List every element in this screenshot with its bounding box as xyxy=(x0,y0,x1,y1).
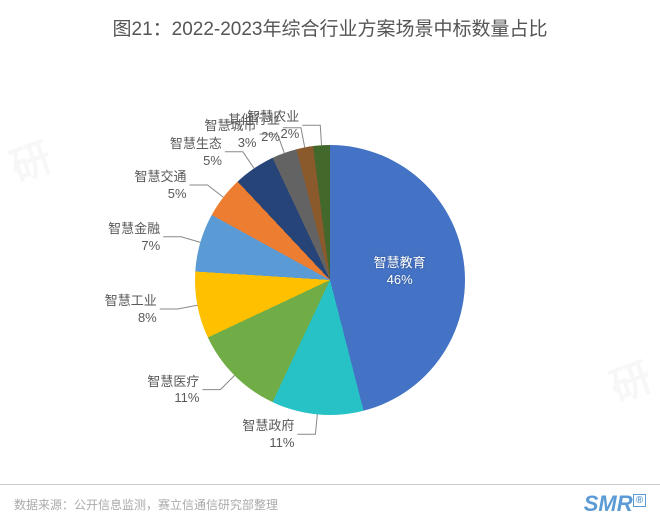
slice-label: 智慧农业2% xyxy=(247,109,299,143)
logo: SMR® xyxy=(584,491,646,517)
slice-label: 智慧医疗11% xyxy=(147,374,199,408)
source-line: 数据来源：公开信息监测，赛立信通信研究部整理 xyxy=(14,496,278,513)
slice-label: 智慧金融7% xyxy=(108,221,160,255)
chart-title: 图21：2022-2023年综合行业方案场景中标数量占比 xyxy=(0,0,660,41)
slice-label: 智慧交通5% xyxy=(135,169,187,203)
logo-mark: ® xyxy=(633,494,646,507)
logo-text: SMR xyxy=(584,491,633,516)
slice-label: 智慧工业8% xyxy=(105,293,157,327)
leader-lines xyxy=(0,50,660,470)
slice-label: 智慧教育46% xyxy=(374,255,426,289)
chart-area: 智慧教育46% 智慧政府11% 智慧医疗11% 智慧工业8% 智慧金融7% 智慧交通5% 智… xyxy=(0,50,660,470)
slice-label: 智慧政府11% xyxy=(242,418,294,452)
footer: 数据来源：公开信息监测，赛立信通信研究部整理 SMR® xyxy=(0,484,660,517)
